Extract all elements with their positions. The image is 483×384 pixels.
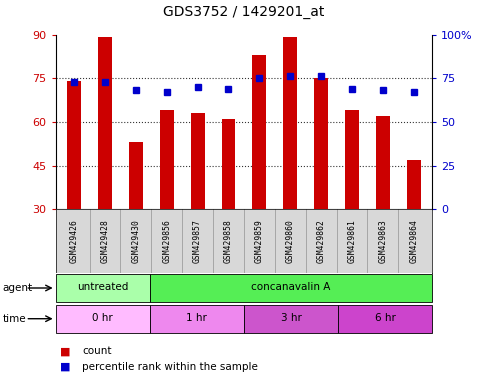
Bar [56,274,150,302]
Bar [191,113,204,209]
Text: GSM429428: GSM429428 [100,219,110,263]
Text: GSM429859: GSM429859 [255,219,264,263]
Text: 3 hr: 3 hr [281,313,301,323]
Text: GSM429426: GSM429426 [70,219,79,263]
Text: GSM429861: GSM429861 [347,219,356,263]
Text: GSM429860: GSM429860 [286,219,295,263]
Bar [314,78,328,209]
Bar [150,305,244,333]
Bar [338,305,432,333]
Bar [253,55,266,209]
Bar [98,38,112,209]
Text: 6 hr: 6 hr [375,313,396,323]
Text: GSM429856: GSM429856 [162,219,171,263]
Bar [345,110,359,209]
Text: GSM429862: GSM429862 [317,219,326,263]
Bar [67,81,81,209]
Text: GSM429864: GSM429864 [409,219,418,263]
Text: agent: agent [2,283,32,293]
Text: untreated: untreated [77,282,128,292]
Bar [222,119,235,209]
Text: ■: ■ [60,362,71,372]
Bar [376,116,390,209]
Text: GDS3752 / 1429201_at: GDS3752 / 1429201_at [163,5,325,19]
Bar [56,305,150,333]
Bar [150,274,432,302]
Bar [244,305,338,333]
Bar [284,38,297,209]
Bar [129,142,143,209]
Text: concanavalin A: concanavalin A [251,282,331,292]
Bar [160,110,174,209]
Text: percentile rank within the sample: percentile rank within the sample [82,362,258,372]
Text: ■: ■ [60,346,71,356]
Text: GSM429430: GSM429430 [131,219,141,263]
Text: GSM429863: GSM429863 [378,219,387,263]
Text: time: time [2,314,26,324]
Text: GSM429857: GSM429857 [193,219,202,263]
Text: GSM429858: GSM429858 [224,219,233,263]
Text: 0 hr: 0 hr [92,313,113,323]
Text: 1 hr: 1 hr [186,313,207,323]
Text: count: count [82,346,112,356]
Bar [407,160,421,209]
